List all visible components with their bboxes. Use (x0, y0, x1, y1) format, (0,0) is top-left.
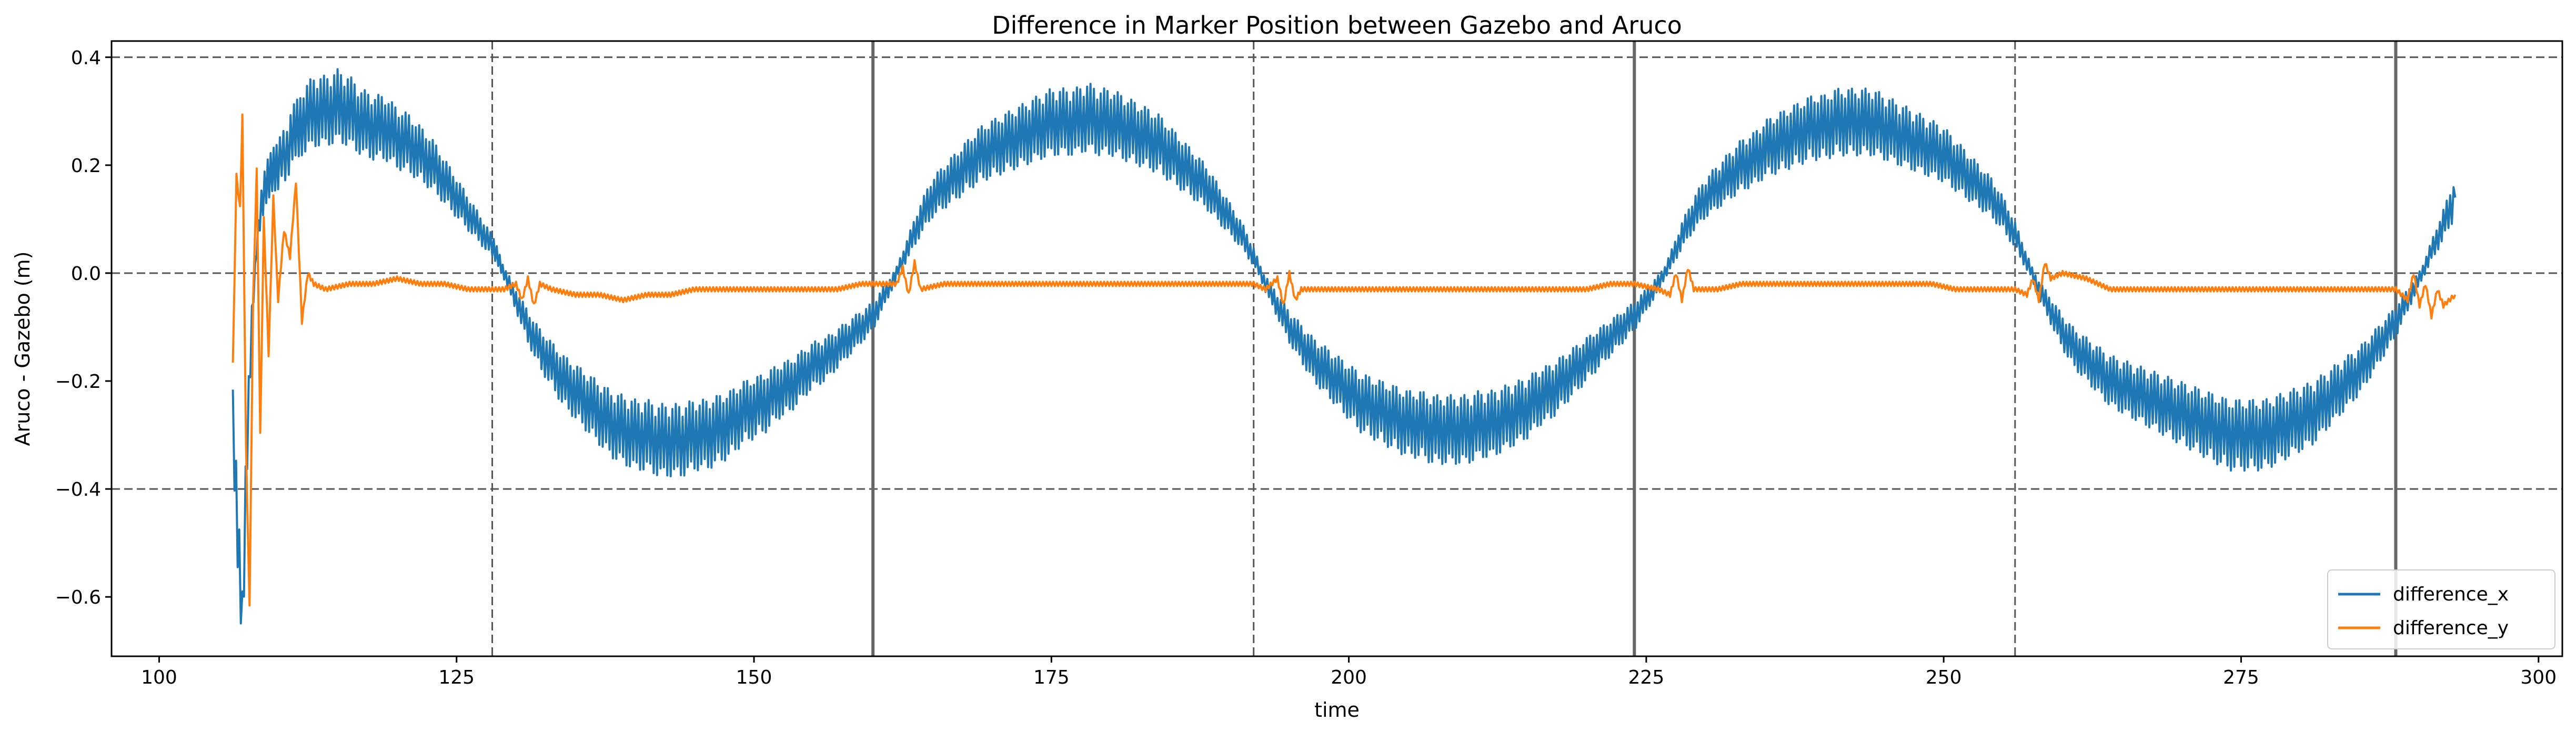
y-tick-label-2: −0.2 (55, 371, 101, 393)
x-tick-label-2: 150 (736, 667, 772, 688)
y-axis-label: Aruco - Gazebo (m) (11, 252, 34, 446)
axes: 100 125 150 175 200 225 250 275 300 −0.6 −0.4 −0.2 0… (55, 40, 2563, 688)
legend-label-difference_y: difference_y (2393, 617, 2509, 639)
legend-box (2327, 569, 2555, 649)
x-axis-label: time (1314, 698, 1360, 722)
series-line-difference_x (232, 68, 2457, 625)
series-layer (232, 68, 2457, 625)
y-tick-label-1: −0.4 (55, 479, 101, 500)
y-tick-label-4: 0.2 (71, 155, 101, 177)
series-line-difference_y (232, 113, 2457, 607)
legend-label-difference_x: difference_x (2393, 584, 2509, 605)
chart-title: Difference in Marker Position between Ga… (992, 11, 1682, 39)
y-tick-label-0: −0.6 (55, 587, 101, 608)
legend: difference_x difference_y (2327, 569, 2555, 649)
x-tick-label-6: 250 (1926, 667, 1962, 688)
y-tick-label-5: 0.4 (71, 47, 101, 69)
x-tick-label-5: 225 (1628, 667, 1665, 688)
x-tick-label-7: 275 (2223, 667, 2259, 688)
x-tick-label-3: 175 (1033, 667, 1070, 688)
x-tick-label-4: 200 (1331, 667, 1367, 688)
y-tick-label-3: 0.0 (71, 263, 101, 285)
plot-frame (110, 40, 2563, 657)
x-tick-label-0: 100 (141, 667, 177, 688)
reference-lines (112, 41, 2562, 656)
x-tick-label-1: 125 (438, 667, 475, 688)
x-tick-label-8: 300 (2520, 667, 2557, 688)
